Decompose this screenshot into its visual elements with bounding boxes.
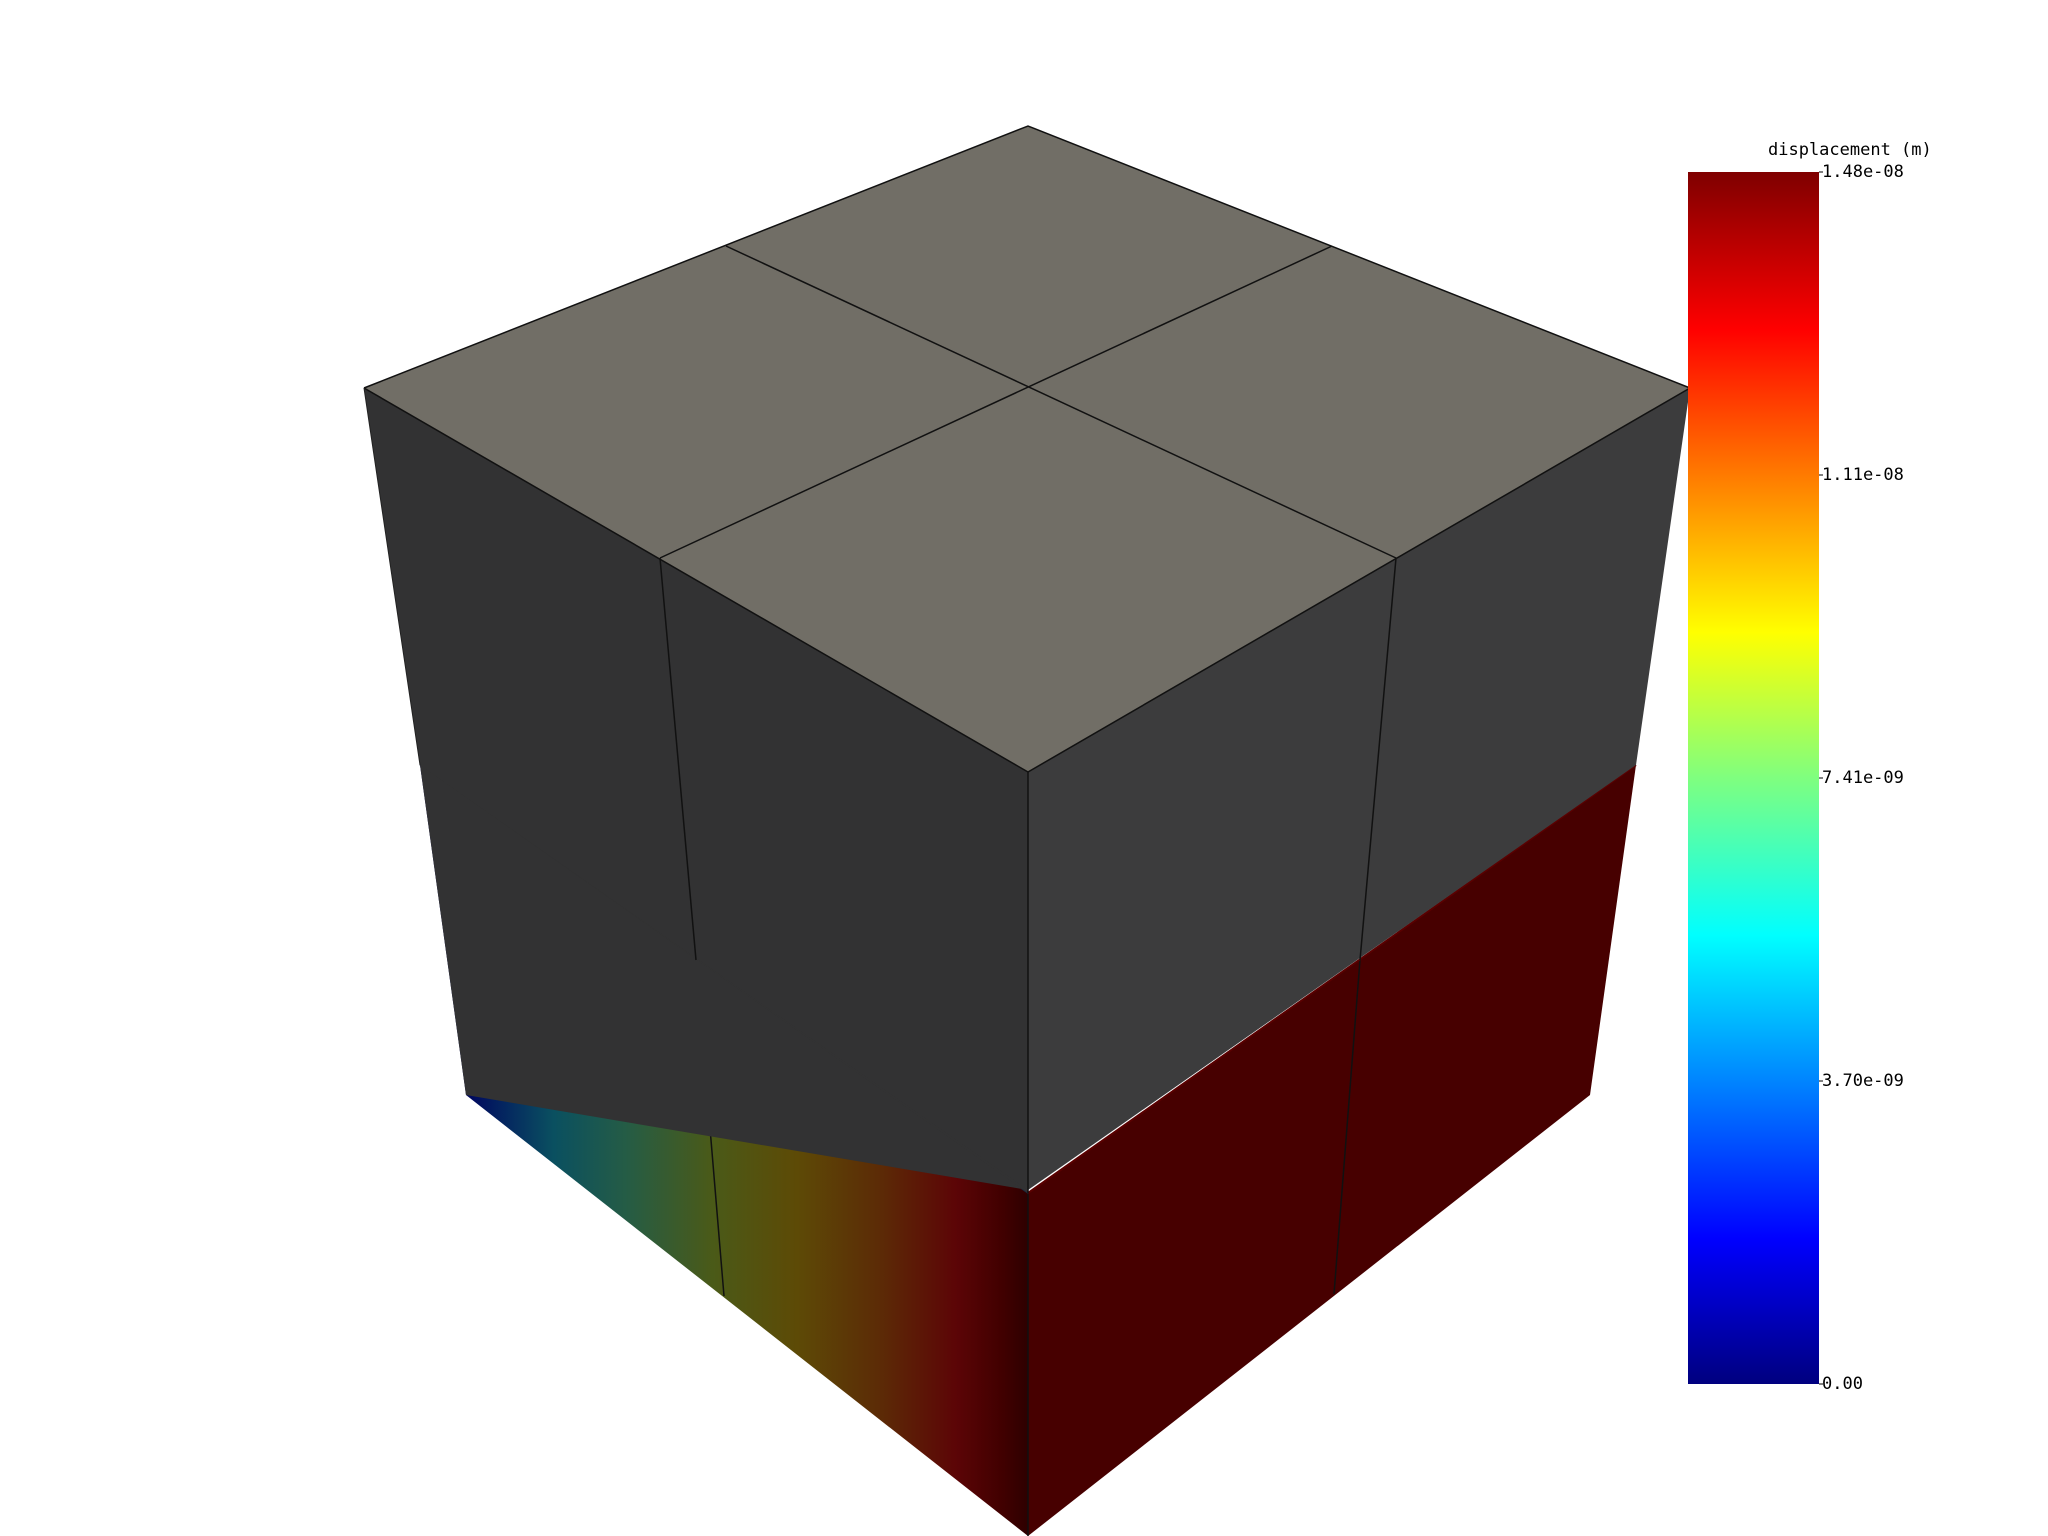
undeformed-top-face (364, 126, 1690, 772)
colorbar-ticks (1819, 171, 1823, 1385)
colorbar-tick-label: 1.11e-08 (1822, 465, 1904, 485)
deformed-edge (1333, 959, 1361, 1295)
deformed-right-face (1028, 765, 1636, 1536)
undeformed-right-face (1028, 388, 1690, 1190)
colorbar-tick-label: 7.41e-09 (1822, 768, 1904, 788)
colorbar-gradient (1688, 172, 1819, 1384)
mesh-edge (363, 387, 1029, 773)
mesh-edge (659, 245, 1333, 559)
deformed-edge (1027, 764, 1637, 1194)
colorbar (1688, 171, 1823, 1385)
undeformed-left-face (364, 388, 1028, 1190)
colorbar-tick-label: 3.70e-09 (1822, 1071, 1904, 1091)
mesh-edge (363, 125, 1691, 389)
mesh-edge (1359, 557, 1397, 961)
mesh-edge (363, 387, 421, 766)
mesh-edge (659, 557, 697, 961)
colorbar-tick-label: 0.00 (1822, 1374, 1863, 1394)
colorbar-title: displacement (m) (1768, 140, 1932, 160)
undeformed-mesh (363, 125, 1691, 1193)
undeformed-left-face-lower (420, 765, 1028, 1193)
mesh-edge (1027, 387, 1691, 773)
mesh-edge (725, 245, 1397, 559)
colorbar-tick-label: 1.48e-08 (1822, 162, 1904, 182)
